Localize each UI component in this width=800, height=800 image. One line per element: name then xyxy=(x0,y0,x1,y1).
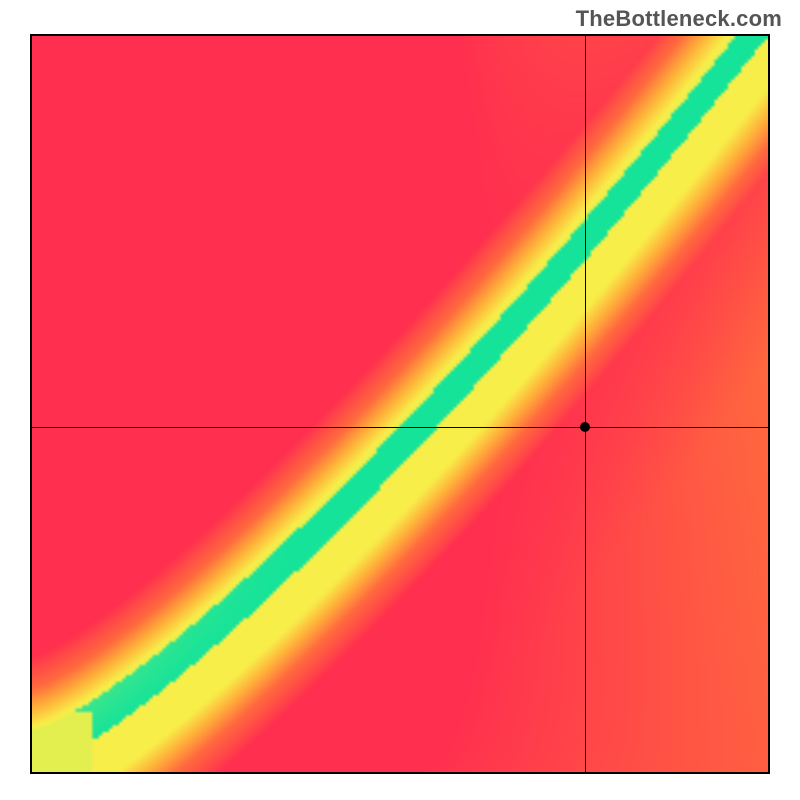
watermark-text: TheBottleneck.com xyxy=(576,6,782,32)
crosshair-vertical-line xyxy=(585,36,586,772)
crosshair-horizontal-line xyxy=(32,427,768,428)
crosshair-marker-dot xyxy=(580,422,590,432)
heatmap-canvas xyxy=(32,36,768,772)
bottleneck-heatmap-plot xyxy=(30,34,770,774)
